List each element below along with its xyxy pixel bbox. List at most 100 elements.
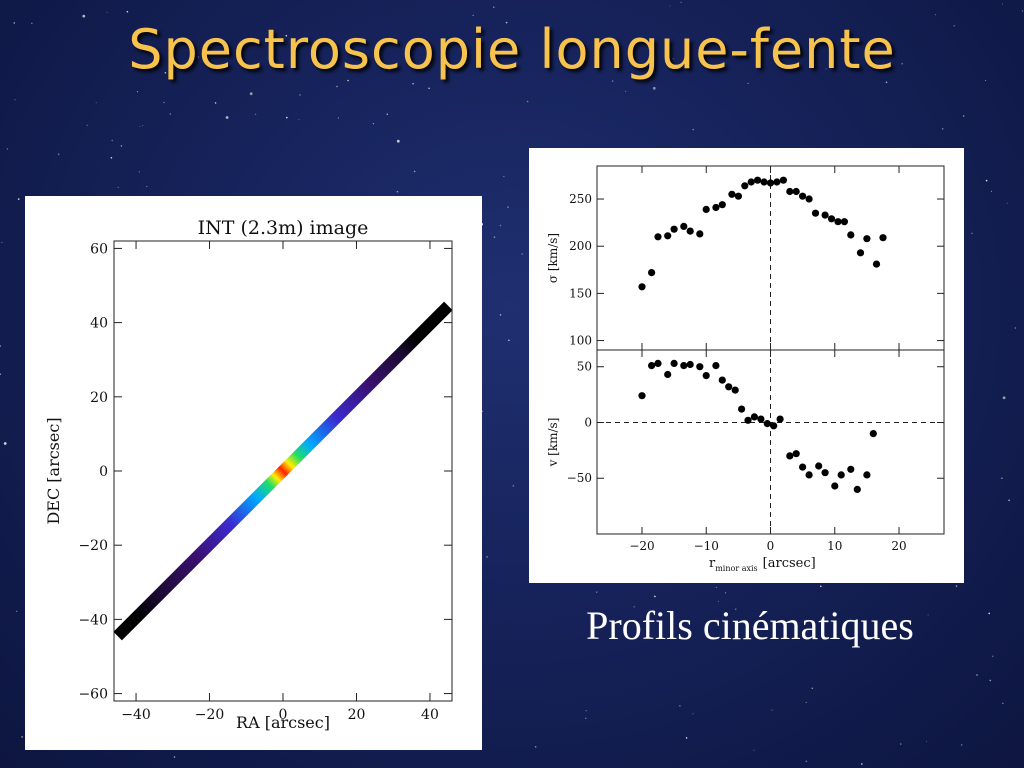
- data-point: [702, 372, 710, 380]
- data-point: [863, 471, 871, 479]
- data-point: [779, 176, 787, 184]
- x-tick-label: −20: [195, 707, 225, 723]
- star: [935, 14, 937, 16]
- star: [225, 116, 229, 119]
- star: [136, 91, 138, 93]
- y-tick-label: −40: [78, 612, 108, 628]
- star: [146, 186, 148, 188]
- star: [927, 614, 929, 616]
- star: [493, 6, 495, 8]
- data-point: [869, 430, 877, 438]
- y-tick-label: −20: [78, 538, 108, 554]
- y-axis-label: σ [km/s]: [546, 233, 560, 283]
- data-point: [863, 235, 871, 243]
- data-point: [760, 178, 768, 186]
- chart-title: INT (2.3m) image: [198, 217, 369, 239]
- star: [901, 62, 903, 65]
- x-axis-label-unit: [arcsec]: [763, 556, 816, 571]
- star: [672, 58, 674, 60]
- star: [962, 115, 965, 117]
- star: [1006, 202, 1008, 204]
- star: [106, 11, 108, 13]
- data-point: [766, 179, 775, 187]
- data-point: [696, 230, 704, 238]
- star: [14, 99, 16, 101]
- star: [472, 14, 474, 16]
- star: [1021, 10, 1024, 12]
- data-point: [747, 178, 755, 186]
- y-tick-label: 20: [90, 390, 108, 406]
- star: [198, 56, 200, 58]
- slit-image-chart: INT (2.3m) image −40 −20 0 20 40 −60 −40 −20 0 20 4…: [44, 217, 453, 732]
- data-point: [664, 370, 672, 379]
- y-tick-label: 0: [584, 415, 592, 429]
- star: [625, 91, 627, 92]
- star: [971, 232, 973, 234]
- data-point: [670, 359, 678, 367]
- y-tick-label: 100: [569, 334, 592, 348]
- star: [725, 592, 727, 594]
- slit-image-panel: INT (2.3m) image −40 −20 0 20 40 −60 −40 −20 0 20 4…: [25, 196, 482, 750]
- data-point: [757, 415, 765, 423]
- star: [715, 586, 717, 588]
- star: [412, 82, 414, 85]
- data-point: [754, 176, 762, 184]
- data-point: [750, 413, 758, 421]
- data-point: [786, 452, 794, 460]
- star: [633, 75, 636, 78]
- data-point: [680, 222, 688, 230]
- star: [717, 600, 719, 602]
- star: [953, 25, 955, 27]
- star: [6, 148, 9, 150]
- star: [633, 606, 635, 608]
- star: [989, 679, 992, 682]
- star: [255, 113, 257, 115]
- y-tick-label: 50: [577, 360, 592, 374]
- data-point: [811, 209, 820, 217]
- data-point: [654, 359, 662, 367]
- y-tick-label: 60: [90, 241, 108, 257]
- data-point: [670, 225, 678, 233]
- star: [164, 72, 167, 74]
- star: [508, 339, 510, 342]
- star: [138, 171, 140, 173]
- data-point: [840, 218, 848, 226]
- data-point: [792, 187, 800, 196]
- star: [499, 224, 502, 227]
- star: [347, 79, 349, 82]
- data-point: [770, 422, 778, 430]
- star: [771, 709, 773, 711]
- data-point: [834, 218, 842, 226]
- data-point: [799, 192, 807, 200]
- star: [669, 5, 671, 7]
- star: [214, 102, 217, 104]
- x-tick-label: −10: [694, 539, 719, 553]
- data-point: [856, 249, 865, 257]
- data-point: [776, 415, 784, 423]
- data-point: [847, 231, 855, 239]
- star: [1008, 499, 1010, 502]
- data-point: [741, 182, 749, 190]
- star: [985, 80, 987, 81]
- star: [955, 585, 958, 587]
- x-tick-label: 20: [891, 539, 906, 553]
- star: [21, 736, 23, 738]
- star: [396, 190, 399, 193]
- star: [315, 50, 316, 52]
- data-point: [712, 203, 720, 212]
- star: [493, 236, 496, 238]
- data-point: [696, 363, 704, 371]
- data-point: [831, 482, 839, 490]
- data-point: [763, 420, 771, 428]
- star: [285, 34, 288, 37]
- y-tick-label: 250: [569, 192, 592, 206]
- star: [0, 345, 1, 347]
- y-tick-label: 150: [569, 286, 592, 300]
- data-point: [686, 227, 694, 235]
- star: [611, 80, 614, 82]
- star: [396, 139, 400, 143]
- star: [512, 485, 515, 487]
- star: [825, 68, 827, 70]
- star: [976, 674, 978, 676]
